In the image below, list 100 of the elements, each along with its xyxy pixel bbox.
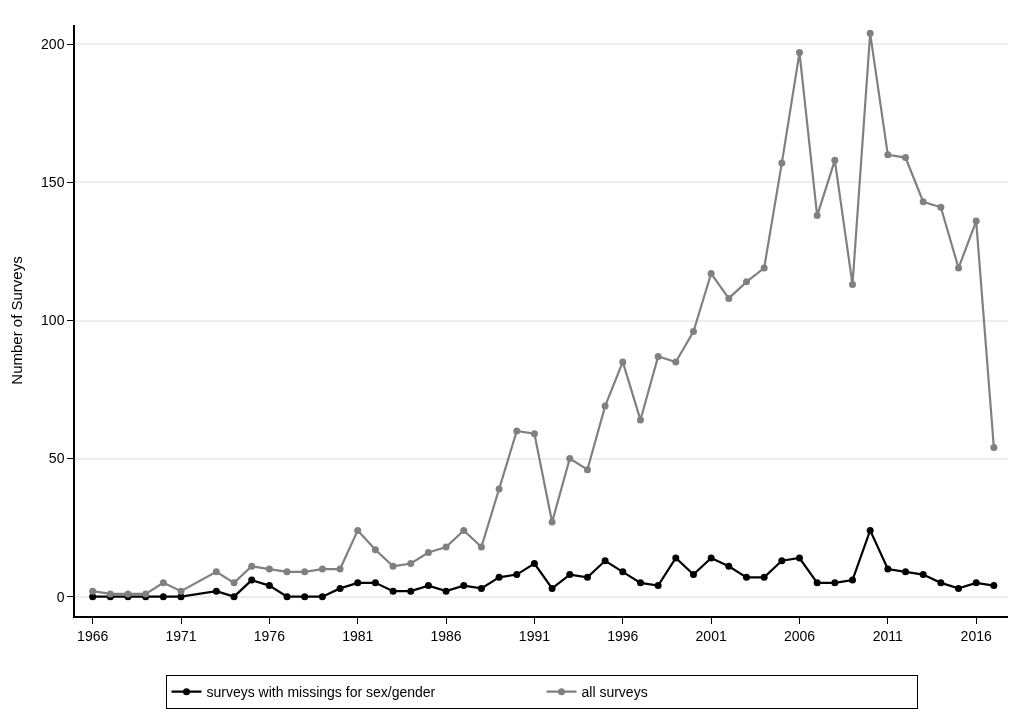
point — [884, 565, 892, 573]
y-tick-label: 200 — [41, 36, 65, 53]
point — [548, 584, 556, 592]
point — [866, 526, 874, 534]
point — [159, 593, 167, 601]
point — [460, 582, 468, 590]
point — [937, 579, 945, 587]
point — [336, 565, 344, 573]
point — [371, 546, 379, 554]
point — [725, 294, 733, 302]
point — [530, 430, 538, 438]
point — [831, 579, 839, 587]
point — [619, 568, 627, 576]
point — [902, 154, 910, 162]
point — [389, 587, 397, 595]
point — [884, 151, 892, 159]
point — [530, 560, 538, 568]
point — [495, 485, 503, 493]
point — [813, 579, 821, 587]
x-tick-label: 2011 — [872, 627, 904, 644]
point — [442, 543, 450, 551]
point — [389, 562, 397, 570]
point — [937, 203, 945, 211]
point — [89, 587, 97, 595]
point — [707, 554, 715, 562]
point — [354, 579, 362, 587]
point — [566, 455, 574, 463]
point — [742, 278, 750, 286]
point — [689, 328, 697, 336]
point — [955, 584, 963, 592]
point — [831, 156, 839, 164]
point — [283, 568, 291, 576]
x-tick-label: 1986 — [430, 627, 462, 644]
point — [566, 571, 574, 579]
point — [248, 562, 256, 570]
y-axis-title: Number of Surveys — [7, 256, 25, 385]
point — [795, 49, 803, 57]
point — [495, 573, 503, 581]
point — [689, 571, 697, 579]
point — [619, 358, 627, 366]
point — [902, 568, 910, 576]
point — [636, 579, 644, 587]
point — [301, 593, 309, 601]
point — [813, 212, 821, 220]
point — [424, 548, 432, 556]
point — [212, 568, 220, 576]
y-tick-label: 150 — [41, 174, 65, 191]
point — [548, 518, 556, 526]
point — [919, 198, 927, 206]
point — [354, 526, 362, 534]
x-tick-label: 2006 — [783, 627, 816, 644]
point — [265, 565, 273, 573]
point — [371, 579, 379, 587]
point — [230, 579, 238, 587]
point — [460, 526, 468, 534]
x-tick-label: 2001 — [695, 627, 727, 644]
point — [866, 29, 874, 37]
point — [636, 416, 644, 424]
point — [212, 587, 220, 595]
point — [654, 582, 662, 590]
x-tick-label: 1971 — [165, 627, 197, 644]
point — [654, 352, 662, 360]
point — [265, 582, 273, 590]
point — [778, 159, 786, 167]
point — [159, 579, 167, 587]
point — [707, 270, 715, 278]
point — [990, 444, 998, 452]
x-tick-label: 1981 — [342, 627, 374, 644]
point — [725, 562, 733, 570]
point — [778, 557, 786, 565]
point — [513, 427, 521, 435]
point — [283, 593, 291, 601]
point — [407, 587, 415, 595]
point — [760, 264, 768, 272]
point — [672, 358, 680, 366]
point — [601, 557, 609, 565]
point — [795, 554, 803, 562]
point — [742, 573, 750, 581]
point — [919, 571, 927, 579]
point — [177, 587, 185, 595]
point — [407, 560, 415, 568]
legend-label: surveys with missings for sex/gender — [206, 684, 436, 701]
point — [513, 571, 521, 579]
point — [955, 264, 963, 272]
point — [849, 576, 856, 584]
point — [336, 584, 344, 592]
point — [601, 402, 609, 410]
point — [583, 466, 591, 474]
y-tick-label: 100 — [41, 312, 65, 329]
x-tick-label: 1966 — [77, 627, 109, 644]
point — [442, 587, 450, 595]
point — [760, 573, 768, 581]
point — [318, 593, 326, 601]
point — [477, 543, 485, 551]
x-tick-label: 2016 — [960, 627, 992, 644]
point — [230, 593, 238, 601]
point — [477, 584, 485, 592]
point — [318, 565, 326, 573]
point — [583, 573, 591, 581]
point — [301, 568, 309, 576]
